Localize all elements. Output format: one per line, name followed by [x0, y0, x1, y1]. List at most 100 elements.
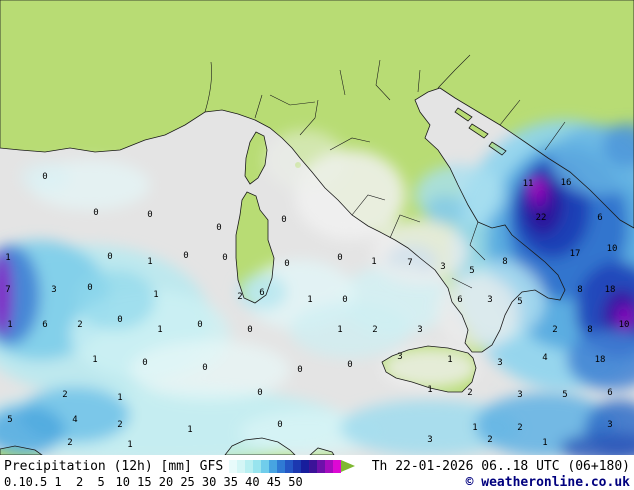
precip-value: 5	[469, 266, 475, 276]
precip-value: 1	[447, 355, 453, 365]
precip-value: 0	[222, 253, 228, 263]
colorbar-segment	[269, 459, 278, 473]
scale-value: 50	[288, 475, 303, 489]
scale-value: 25	[180, 475, 195, 489]
precip-value: 6	[42, 320, 48, 330]
precip-value: 1	[371, 257, 377, 267]
precip-value: 18	[594, 355, 606, 365]
scale-value: 0.1	[4, 475, 26, 489]
precip-value: 3	[607, 420, 613, 430]
colorbar-segment	[309, 459, 318, 473]
precip-value: 0	[337, 253, 343, 263]
precip-value: 1	[472, 423, 478, 433]
precip-value: 2	[467, 388, 473, 398]
colorbar-segment	[229, 459, 238, 473]
precip-value: 0	[202, 363, 208, 373]
precip-value: 3	[497, 358, 503, 368]
precip-value: 8	[502, 257, 508, 267]
colorbar-segment	[261, 459, 270, 473]
colorbar-segment	[293, 459, 302, 473]
precip-value: 0	[281, 215, 287, 225]
precip-value: 3	[427, 435, 433, 445]
precip-value: 0	[87, 283, 93, 293]
colorbar-segment	[325, 459, 334, 473]
precip-value: 0	[197, 320, 203, 330]
precip-value: 1	[307, 295, 313, 305]
precip-value: 1	[337, 325, 343, 335]
scale-value: 2	[75, 475, 84, 489]
precip-value: 18	[604, 285, 616, 295]
precip-value: 2	[62, 390, 68, 400]
scale-value: 10	[115, 475, 130, 489]
precip-value: 17	[569, 249, 581, 259]
copyright-link[interactable]: © weatheronline.co.uk	[465, 474, 630, 490]
precip-value: 0	[107, 252, 113, 262]
precip-value: 2	[372, 325, 378, 335]
precip-value: 1	[127, 440, 133, 450]
precip-value: 1	[153, 290, 159, 300]
legend-top-row: Precipitation (12h) [mm] GFS Th 22-01-20…	[0, 455, 634, 474]
precip-colorbar	[229, 459, 356, 473]
precip-value: 1	[542, 438, 548, 448]
precip-value: 1	[187, 425, 193, 435]
legend-footer: Precipitation (12h) [mm] GFS Th 22-01-20…	[0, 455, 634, 490]
precip-value: 2	[77, 320, 83, 330]
precip-value: 3	[440, 262, 446, 272]
precip-value: 5	[7, 415, 13, 425]
precipitation-map: 0 0 0 0 0 1 0 1 0 0 0 0 1 7 3 5 8 11 16 22 6 17 10 7 3 0 1 2 6 1 0 6 3 5 8…	[0, 0, 634, 455]
precip-value: 1	[92, 355, 98, 365]
colorbar-scale-values: 0.1 0.5 1 2 5 10 15 20 25 30 35 40 45 50	[4, 475, 306, 489]
precip-value: 4	[542, 353, 548, 363]
precip-value: 5	[562, 390, 568, 400]
precip-value: 0	[117, 315, 123, 325]
precip-value: 0	[277, 420, 283, 430]
precip-value: 0	[147, 210, 153, 220]
precip-value: 0	[42, 172, 48, 182]
scale-value: 45	[266, 475, 282, 489]
precip-value: 1	[427, 385, 433, 395]
precip-value: 2	[237, 292, 243, 302]
precip-value: 4	[72, 415, 78, 425]
precip-value: 7	[5, 285, 11, 295]
precip-value: 6	[597, 213, 603, 223]
map-canvas	[0, 0, 634, 455]
colorbar-segment	[285, 459, 294, 473]
precip-value: 0	[347, 360, 353, 370]
precip-value: 2	[117, 420, 123, 430]
precip-value-layer: 0 0 0 0 0 1 0 1 0 0 0 0 1 7 3 5 8 11 16 22 6 17 10 7 3 0 1 2 6 1 0 6 3 5 8…	[5, 172, 630, 450]
precip-value: 11	[522, 179, 534, 189]
scale-value: 0.5	[25, 475, 48, 489]
precip-value: 1	[147, 257, 153, 267]
precip-value: 1	[117, 393, 123, 403]
precip-value: 2	[487, 435, 493, 445]
precip-value: 3	[487, 295, 493, 305]
precip-value: 22	[535, 213, 547, 223]
precip-value: 10	[618, 320, 630, 330]
scale-value: 30	[201, 475, 217, 489]
precip-value: 0	[93, 208, 99, 218]
colorbar-segment	[245, 459, 254, 473]
precip-value: 6	[607, 388, 613, 398]
colorbar-arrow-icon	[341, 459, 356, 472]
scale-value: 20	[158, 475, 174, 489]
precipitation-layer	[0, 120, 634, 455]
scale-value: 35	[223, 475, 238, 489]
precip-value: 5	[517, 297, 523, 307]
colorbar-segment	[317, 459, 326, 473]
scale-value: 1	[54, 475, 62, 489]
precip-value: 0	[142, 358, 148, 368]
colorbar-segment	[253, 459, 262, 473]
precip-value: 0	[342, 295, 348, 305]
precip-value: 6	[259, 288, 265, 298]
scale-value: 5	[97, 475, 105, 489]
colorbar-segment	[301, 459, 310, 473]
forecast-datetime: Th 22-01-2026 06..18 UTC (06+180)	[371, 458, 630, 474]
scale-value: 15	[137, 475, 152, 489]
precip-value: 0	[297, 365, 303, 375]
legend-bottom-row: 0.1 0.5 1 2 5 10 15 20 25 30 35 40 45 50 © weatheronl…	[0, 474, 634, 490]
precip-value: 1	[157, 325, 163, 335]
precip-value: 10	[606, 244, 618, 254]
precip-value: 1	[7, 320, 13, 330]
precip-value: 8	[577, 285, 583, 295]
